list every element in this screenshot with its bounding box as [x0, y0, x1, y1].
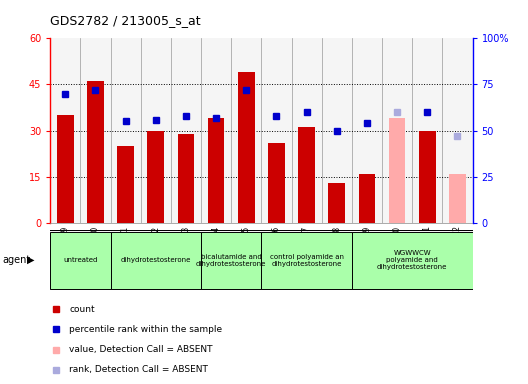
Bar: [201, 38, 231, 223]
Text: agent: agent: [3, 255, 31, 265]
Text: rank, Detection Call = ABSENT: rank, Detection Call = ABSENT: [69, 365, 208, 374]
Bar: [419, 131, 436, 223]
Text: count: count: [69, 305, 95, 314]
Bar: [147, 131, 164, 223]
Bar: [110, 38, 140, 223]
Bar: [177, 134, 194, 223]
Bar: [231, 38, 261, 223]
Bar: [238, 72, 254, 223]
Bar: [359, 174, 375, 223]
Bar: [80, 38, 110, 223]
Text: control polyamide an
dihydrotestosterone: control polyamide an dihydrotestosterone: [270, 254, 344, 266]
Text: GDS2782 / 213005_s_at: GDS2782 / 213005_s_at: [50, 14, 201, 27]
Bar: [412, 38, 442, 223]
Text: percentile rank within the sample: percentile rank within the sample: [69, 325, 222, 334]
Bar: [389, 118, 406, 223]
FancyBboxPatch shape: [110, 232, 201, 289]
Text: WGWWCW
polyamide and
dihydrotestosterone: WGWWCW polyamide and dihydrotestosterone: [377, 250, 447, 270]
Bar: [50, 38, 80, 223]
Text: ▶: ▶: [27, 255, 35, 265]
Bar: [208, 118, 224, 223]
Bar: [261, 38, 291, 223]
Bar: [328, 183, 345, 223]
Bar: [291, 38, 322, 223]
Bar: [87, 81, 103, 223]
Bar: [268, 143, 285, 223]
FancyBboxPatch shape: [50, 232, 110, 289]
Bar: [298, 127, 315, 223]
Bar: [57, 115, 73, 223]
FancyBboxPatch shape: [261, 232, 352, 289]
Bar: [352, 38, 382, 223]
Text: bicalutamide and
dihydrotestosterone: bicalutamide and dihydrotestosterone: [196, 254, 267, 266]
Text: value, Detection Call = ABSENT: value, Detection Call = ABSENT: [69, 345, 213, 354]
Bar: [171, 38, 201, 223]
Bar: [449, 174, 466, 223]
Text: untreated: untreated: [63, 257, 98, 263]
Bar: [382, 38, 412, 223]
Text: dihydrotestosterone: dihydrotestosterone: [120, 257, 191, 263]
Bar: [442, 38, 473, 223]
Bar: [322, 38, 352, 223]
FancyBboxPatch shape: [352, 232, 473, 289]
Bar: [140, 38, 171, 223]
Bar: [117, 146, 134, 223]
FancyBboxPatch shape: [201, 232, 261, 289]
